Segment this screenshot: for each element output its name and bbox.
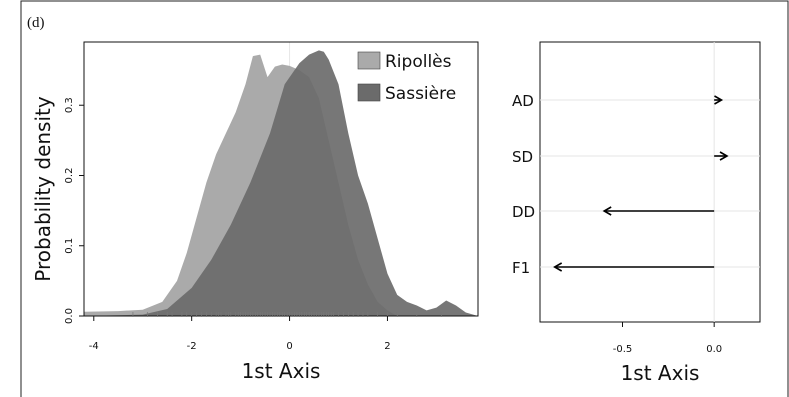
figure-frame xyxy=(20,0,789,397)
arrow-head xyxy=(714,95,724,105)
x-tick-label: 0.0 xyxy=(706,344,722,355)
arrow-plot-frame xyxy=(539,41,761,323)
arrow-head xyxy=(553,262,563,272)
density-plot: -4 -2 0 2 0.0 0.1 0.2 0.3 Ripollès Sassière 1st… xyxy=(31,41,479,383)
panel-label: (d) xyxy=(27,15,45,31)
rug-marks xyxy=(132,312,442,317)
loading-arrow-plot: AD SD DD F1 -0.5 0.0 1st Axis xyxy=(512,41,761,385)
y-tick-label: 0.2 xyxy=(64,168,75,184)
x-tick-label: -2 xyxy=(187,341,197,352)
x-tick-label: -4 xyxy=(89,341,99,352)
y-tick-label: 0.0 xyxy=(64,308,75,324)
density-y-axis: 0.0 0.1 0.2 0.3 xyxy=(64,97,84,324)
category-label: DD xyxy=(512,203,535,221)
x-tick-label: -0.5 xyxy=(613,344,633,355)
x-tick-label: 2 xyxy=(384,341,390,352)
arrow-head xyxy=(602,206,612,216)
legend-swatch xyxy=(357,83,381,102)
category-label: F1 xyxy=(512,259,530,277)
density-y-axis-title: Probability density xyxy=(31,96,55,282)
legend-label: Ripollès xyxy=(385,52,452,72)
arrow-marks: AD SD DD F1 xyxy=(512,92,729,277)
arrow-x-axis: -0.5 0.0 xyxy=(613,322,722,355)
legend-swatch xyxy=(357,51,381,70)
density-areas xyxy=(84,42,478,317)
density-x-axis: -4 -2 0 2 xyxy=(89,316,391,352)
density-legend: Ripollès Sassière xyxy=(357,51,456,104)
category-label: SD xyxy=(512,148,533,166)
arrow-x-axis-title: 1st Axis xyxy=(621,361,700,385)
arrow-head xyxy=(719,151,729,161)
x-tick-label: 0 xyxy=(286,341,292,352)
density-area-sassiere xyxy=(84,50,478,317)
y-tick-label: 0.1 xyxy=(64,238,75,254)
y-tick-label: 0.3 xyxy=(64,97,75,113)
density-x-axis-title: 1st Axis xyxy=(242,359,321,383)
category-label: AD xyxy=(512,92,534,110)
legend-label: Sassière xyxy=(385,84,456,104)
density-plot-frame xyxy=(83,41,479,317)
